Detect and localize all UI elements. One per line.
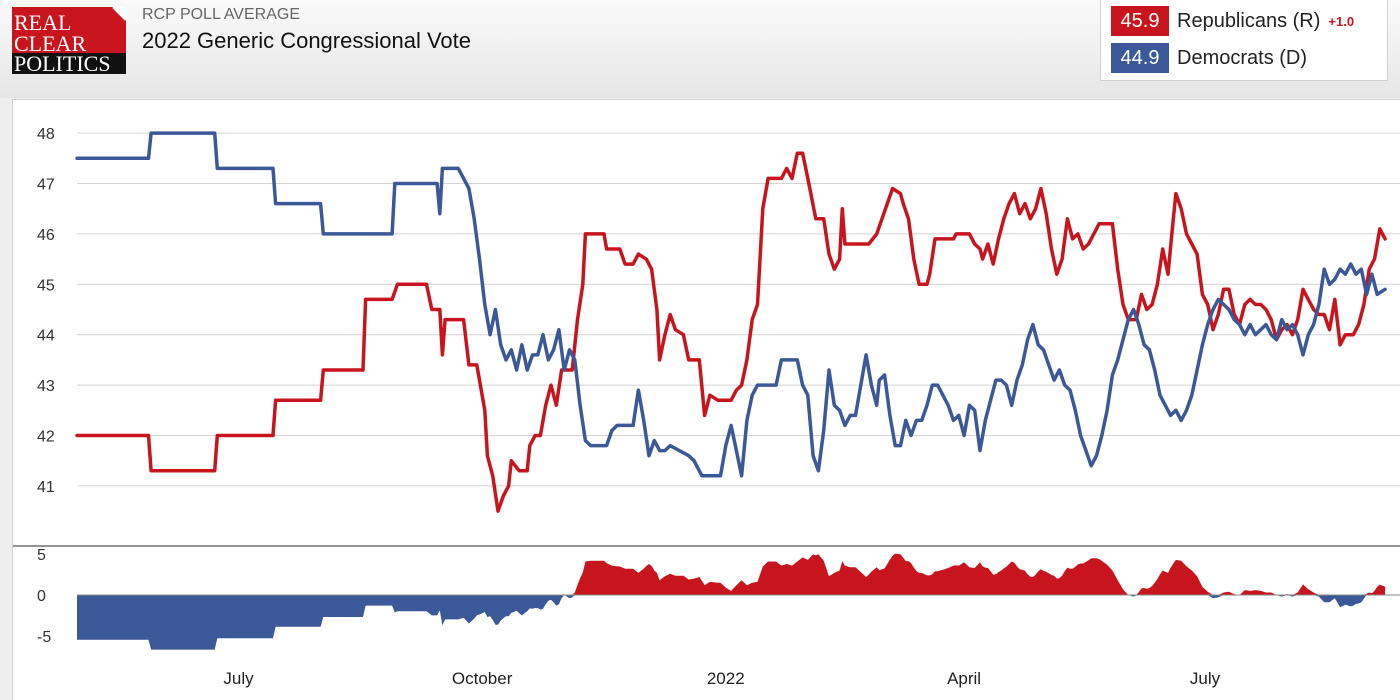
spread-delta: +1.0 xyxy=(1328,13,1355,29)
democrats-line xyxy=(75,131,1387,478)
x-tick-label: 2022 xyxy=(707,669,745,688)
page-title: 2022 Generic Congressional Vote xyxy=(142,28,471,53)
chart-card: 41 42 43 44 45 46 47 48 5 0 -5 July October 2022 Apr… xyxy=(12,99,1400,700)
democrats-label: Democrats (D) xyxy=(1177,46,1308,69)
x-tick-label: July xyxy=(223,669,254,688)
y-tick-label: 47 xyxy=(37,176,55,193)
y-tick-label: 46 xyxy=(37,227,55,244)
chart-canvas[interactable]: 41 42 43 44 45 46 47 48 5 0 -5 July October 2022 Apr… xyxy=(13,100,1400,700)
republicans-value-badge: 45.9 xyxy=(1111,6,1169,36)
spread-y-tick-label: 5 xyxy=(37,547,46,564)
legend: 45.9 Republicans (R) +1.0 44.9 Democrats… xyxy=(1100,0,1388,81)
logo-line-1: REAL xyxy=(14,10,72,35)
spread-area-democrat xyxy=(77,595,1386,650)
spread-area-republican xyxy=(77,553,1386,595)
y-tick-label: 44 xyxy=(37,328,55,345)
poll-average-label: RCP POLL AVERAGE xyxy=(142,6,300,23)
spread-y-tick-label: 0 xyxy=(37,588,46,605)
y-tick-label: 42 xyxy=(37,429,55,446)
x-tick-label: October xyxy=(452,669,513,688)
republicans-line xyxy=(75,151,1387,513)
democrats-value-badge: 44.9 xyxy=(1111,43,1169,73)
y-tick-label: 41 xyxy=(37,479,55,496)
y-tick-label: 45 xyxy=(37,277,55,294)
x-tick-label: July xyxy=(1190,669,1221,688)
y-tick-label: 43 xyxy=(37,378,55,395)
legend-item-republicans[interactable]: 45.9 Republicans (R) +1.0 xyxy=(1111,5,1354,37)
rcp-logo[interactable]: REAL CLEAR POLITICS xyxy=(12,7,126,74)
logo-line-2: CLEAR xyxy=(14,31,87,56)
logo-corner-fold xyxy=(112,7,126,21)
logo-line-3: POLITICS xyxy=(12,53,126,74)
header: REAL CLEAR POLITICS RCP POLL AVERAGE 202… xyxy=(0,0,1400,98)
legend-item-democrats[interactable]: 44.9 Democrats (D) xyxy=(1111,42,1307,74)
republicans-label: Republicans (R) xyxy=(1177,9,1321,32)
spread-y-tick-label: -5 xyxy=(37,629,51,646)
y-tick-label: 48 xyxy=(37,126,55,143)
x-tick-label: April xyxy=(947,669,981,688)
